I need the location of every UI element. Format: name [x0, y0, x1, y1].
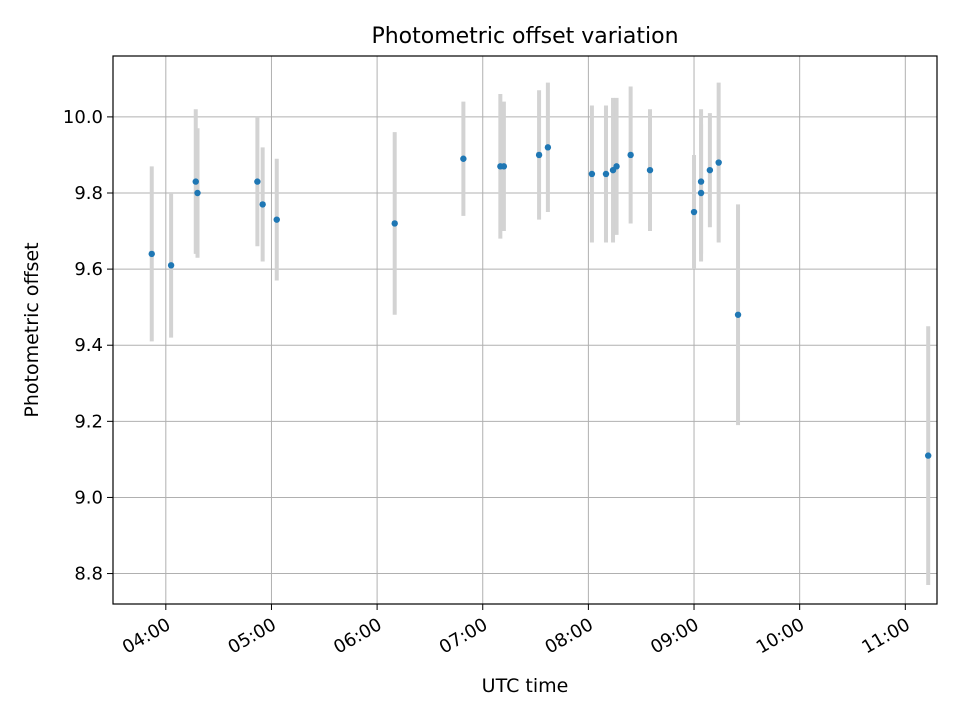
data-point	[627, 151, 634, 159]
y-tick-label: 9.2	[74, 411, 103, 432]
data-point	[254, 178, 261, 185]
data-point	[588, 170, 596, 178]
grid-lines	[113, 56, 937, 604]
data-point	[697, 189, 705, 197]
y-tick-label: 8.8	[74, 564, 103, 585]
chart-title: Photometric offset variation	[371, 24, 678, 49]
x-axis-title: UTC time	[482, 675, 569, 697]
y-tick-label: 9.0	[74, 487, 103, 508]
data-point	[602, 170, 610, 178]
y-axis-ticks: 8.8 9.0 9.2 9.4 9.6 9.8 10.0	[63, 107, 113, 585]
y-tick-label: 9.4	[74, 335, 103, 356]
y-tick-label: 9.8	[74, 183, 103, 204]
data-point	[544, 144, 552, 151]
data-point	[259, 201, 266, 208]
data-points	[148, 144, 932, 459]
data-point	[167, 262, 175, 269]
data-point	[706, 166, 714, 174]
data-point	[391, 220, 398, 227]
data-point	[535, 151, 543, 159]
data-point	[715, 159, 722, 166]
data-point	[613, 163, 620, 170]
plot-frame	[112, 55, 938, 605]
data-point	[924, 452, 932, 459]
data-point	[646, 166, 654, 174]
y-tick-label: 10.0	[63, 107, 103, 128]
y-axis-title: Photometric offset	[21, 242, 43, 417]
data-point	[697, 178, 705, 185]
data-point	[734, 311, 742, 318]
data-point	[500, 163, 508, 170]
data-point	[194, 189, 201, 197]
data-point	[460, 155, 467, 162]
data-point	[148, 250, 155, 258]
data-point	[273, 216, 280, 223]
y-tick-label: 9.6	[74, 259, 103, 280]
data-point	[690, 208, 698, 216]
data-point	[192, 178, 199, 185]
